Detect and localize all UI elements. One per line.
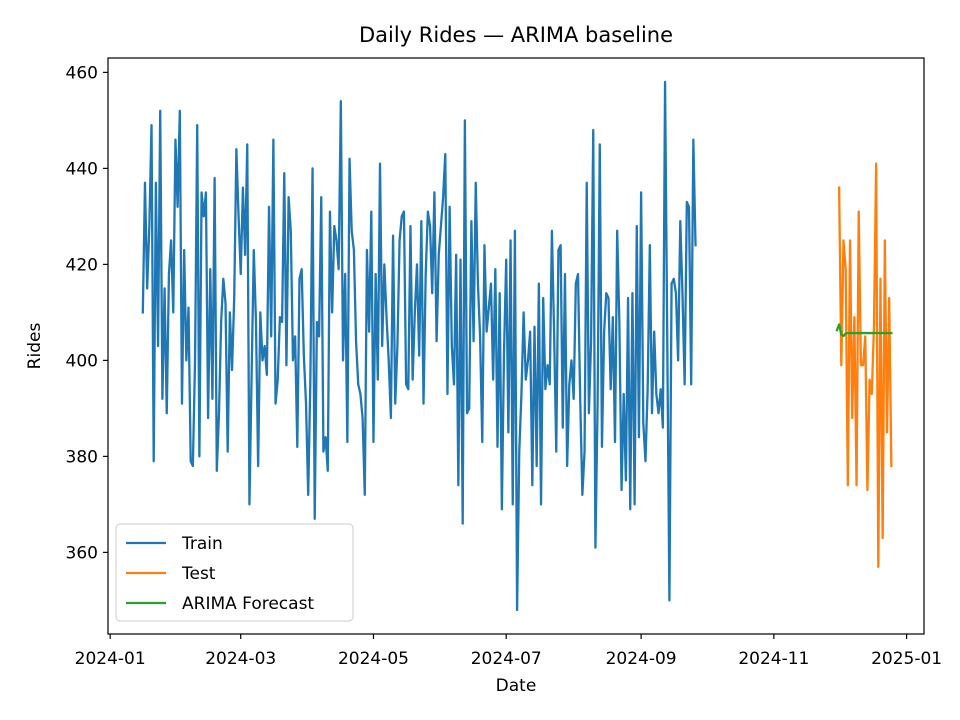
y-axis-label: Rides — [25, 323, 45, 370]
x-tick-label: 2024-09 — [606, 649, 677, 669]
x-axis-label: Date — [496, 676, 537, 696]
x-tick-label: 2024-07 — [471, 649, 542, 669]
x-tick-label: 2024-03 — [205, 649, 276, 669]
plot-frame — [107, 57, 925, 635]
x-tick-label: 2024-05 — [338, 649, 409, 669]
legend: Train Test ARIMA Forecast — [115, 523, 354, 622]
legend-label-0: Train — [181, 534, 223, 554]
x-tick-label: 2025-01 — [871, 649, 942, 669]
chart-title: Daily Rides — ARIMA baseline — [359, 23, 673, 47]
x-axis: 2024-01 2024-03 2024-05 2024-07 2024-09 2024-… — [75, 634, 942, 669]
series-line-1 — [837, 162, 893, 568]
series-line-2 — [835, 323, 893, 338]
x-tick-label: 2024-11 — [738, 649, 809, 669]
y-tick-label: 440 — [66, 159, 98, 179]
legend-label-2: ARIMA Forecast — [182, 594, 314, 614]
y-tick-label: 380 — [66, 447, 98, 467]
y-tick-label: 460 — [66, 63, 98, 83]
series-line-0 — [141, 80, 697, 612]
y-tick-label: 400 — [66, 351, 98, 371]
y-axis: 360 380 400 420 440 460 — [66, 63, 108, 563]
legend-box — [115, 523, 354, 622]
y-tick-label: 360 — [66, 543, 98, 563]
y-tick-label: 420 — [66, 255, 98, 275]
legend-label-1: Test — [181, 564, 216, 584]
series-layer — [141, 80, 893, 612]
x-tick-label: 2024-01 — [75, 649, 146, 669]
